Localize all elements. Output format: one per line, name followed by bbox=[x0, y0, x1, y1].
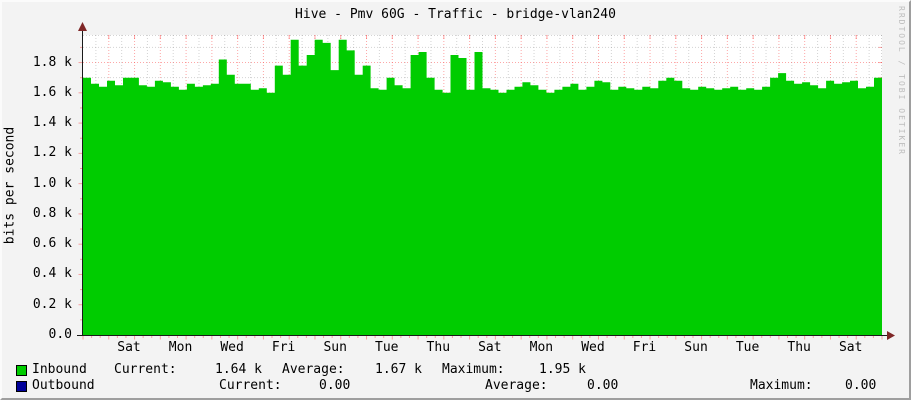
graph-title: Hive - Pmv 60G - Traffic - bridge-vlan24… bbox=[295, 7, 616, 22]
outbound-swatch bbox=[16, 381, 27, 392]
inbound-swatch bbox=[16, 365, 27, 376]
y-tick-label: 1.2 k bbox=[32, 145, 72, 161]
x-tick-label: Thu bbox=[426, 340, 451, 355]
y-tick-label: 0.0 bbox=[48, 327, 72, 342]
legend-row-inbound: Inbound Current: 1.64 k Average: 1.67 k … bbox=[2, 363, 909, 378]
inbound-average-value: 1.67 k bbox=[375, 362, 422, 377]
outbound-average-value: 0.00 bbox=[587, 378, 619, 393]
outbound-label: Outbound bbox=[32, 378, 95, 393]
x-tick-label: Mon bbox=[168, 340, 193, 355]
x-tick-label: Fri bbox=[271, 340, 296, 355]
y-tick-label: 0.8 k bbox=[32, 205, 72, 221]
x-tick-label: Wed bbox=[220, 340, 244, 355]
y-tick-label: 0.6 k bbox=[32, 236, 72, 252]
inbound-average-label: Average: bbox=[282, 362, 345, 377]
rrdtool-watermark: RRDTOOL / TOBI OETIKER bbox=[897, 6, 906, 156]
inbound-maximum-value: 1.95 k bbox=[539, 362, 586, 377]
y-tick-label: 1.0 k bbox=[32, 175, 72, 191]
traffic-area-chart bbox=[77, 22, 895, 340]
x-tick-label: Tue bbox=[375, 340, 399, 355]
y-tick-label: 1.6 k bbox=[32, 84, 72, 100]
outbound-current-value: 0.00 bbox=[319, 378, 351, 393]
x-tick-label: Mon bbox=[529, 340, 554, 355]
outbound-current-label: Current: bbox=[219, 378, 282, 393]
y-tick-label: 1.8 k bbox=[32, 54, 72, 70]
x-tick-label: Tue bbox=[735, 340, 760, 355]
x-tick-label: Sat bbox=[117, 340, 141, 355]
inbound-maximum-label: Maximum: bbox=[442, 362, 505, 377]
y-tick-label: 1.4 k bbox=[32, 115, 72, 131]
legend-row-outbound: Outbound Current: 0.00 Average: 0.00 Max… bbox=[2, 379, 909, 394]
outbound-maximum-value: 0.00 bbox=[845, 378, 877, 393]
x-tick-label: Fri bbox=[632, 340, 657, 355]
inbound-current-value: 1.64 k bbox=[215, 362, 262, 377]
x-tick-label: Sat bbox=[478, 340, 502, 355]
outbound-average-label: Average: bbox=[485, 378, 548, 393]
y-tick-label: 0.4 k bbox=[32, 266, 72, 282]
x-tick-label: Sun bbox=[323, 340, 347, 355]
y-tick-label: 0.2 k bbox=[32, 296, 72, 312]
x-tick-label: Thu bbox=[787, 340, 811, 355]
x-tick-label: Sat bbox=[838, 340, 863, 355]
inbound-label: Inbound bbox=[32, 362, 87, 377]
inbound-current-label: Current: bbox=[114, 362, 177, 377]
outbound-maximum-label: Maximum: bbox=[750, 378, 813, 393]
x-tick-label: Wed bbox=[581, 340, 605, 355]
x-tick-label: Sun bbox=[684, 340, 708, 355]
